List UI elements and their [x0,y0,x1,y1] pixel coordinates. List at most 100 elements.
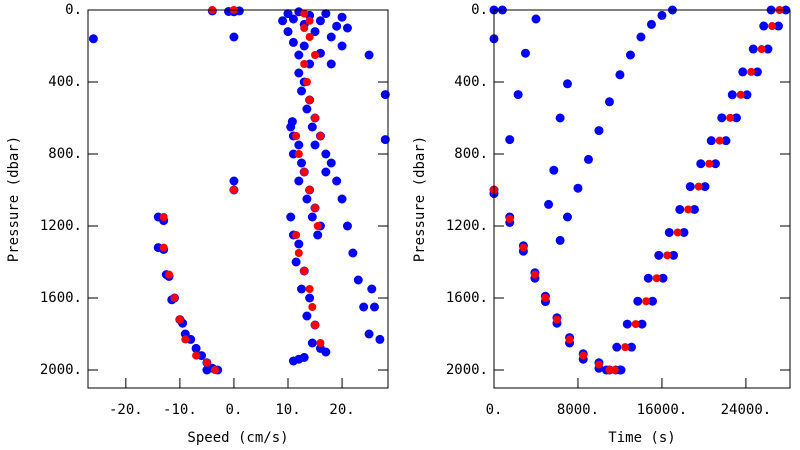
y-tick-label: 0. [65,2,82,18]
point [519,243,528,252]
point [369,302,379,312]
x-tick-label: 16000. [637,402,688,418]
point [616,365,626,375]
y-tick-label: 1200. [40,218,82,234]
point [579,351,588,360]
point [622,319,632,329]
y-tick-label: 800. [48,146,82,162]
x-tick-label: -20. [109,402,143,418]
point [689,204,699,214]
point [311,321,320,329]
point [305,96,314,104]
point [300,168,309,176]
point [211,366,220,374]
x-tick-label: 0. [226,402,243,418]
y-tick-label: 400. [454,74,488,90]
point [675,204,685,214]
point [696,159,706,169]
point [305,285,314,293]
point [583,154,593,164]
point [721,136,731,146]
point [715,136,724,145]
point [652,274,661,283]
point [299,41,309,51]
point [359,302,369,312]
point [685,182,695,192]
point [642,297,651,306]
point [748,44,758,54]
point [300,60,309,68]
point [307,212,317,222]
point [297,86,307,96]
point [530,270,539,279]
x-tick-label: 24000. [721,402,772,418]
point [610,366,619,374]
x-tick-label: 8000. [557,402,599,418]
point [321,149,331,159]
point [310,27,320,37]
point [337,41,347,51]
point [292,231,301,239]
point [311,204,320,212]
y-tick-label: 2000. [40,362,82,378]
point [555,235,565,245]
point [763,44,773,54]
point [321,347,331,357]
point [658,273,668,283]
point [288,14,298,24]
point [342,221,352,231]
point [294,50,304,60]
point [768,22,777,31]
point [88,34,98,44]
y-tick-label: 1200. [446,218,488,234]
point [717,113,727,123]
point [705,159,714,168]
point [302,194,312,204]
point [302,78,311,86]
point [353,275,363,285]
y-tick-label: 2000. [446,362,488,378]
point [731,113,741,123]
point [297,284,307,294]
point [759,21,769,31]
y-tick-label: 1600. [446,290,488,306]
point [310,140,320,150]
point [313,230,323,240]
point [165,270,174,279]
point [657,10,667,20]
point [315,16,325,26]
point [229,176,239,186]
x-tick-label: 10. [275,402,300,418]
point [305,293,315,303]
point [229,186,238,194]
point [288,37,298,47]
point [294,239,304,249]
point [175,315,184,324]
point [594,360,603,369]
point [278,16,288,26]
point [555,113,565,123]
point [625,50,635,60]
point [549,165,559,175]
point [573,183,583,193]
point [299,352,309,362]
point [286,212,296,222]
point [337,12,347,22]
point [654,250,664,260]
point [646,19,656,29]
plot-frame [87,9,389,389]
point [631,320,640,329]
point [337,194,347,204]
point [637,319,647,329]
point [191,343,201,353]
x-tick-label: 0. [486,402,503,418]
y-tick-label: 0. [471,2,488,18]
point [291,257,301,267]
point [604,97,614,107]
point [159,243,168,252]
point [302,311,312,321]
y-axis-label: Pressure (dbar) [412,136,428,262]
point [326,32,336,42]
point [305,33,314,41]
point [531,14,541,24]
